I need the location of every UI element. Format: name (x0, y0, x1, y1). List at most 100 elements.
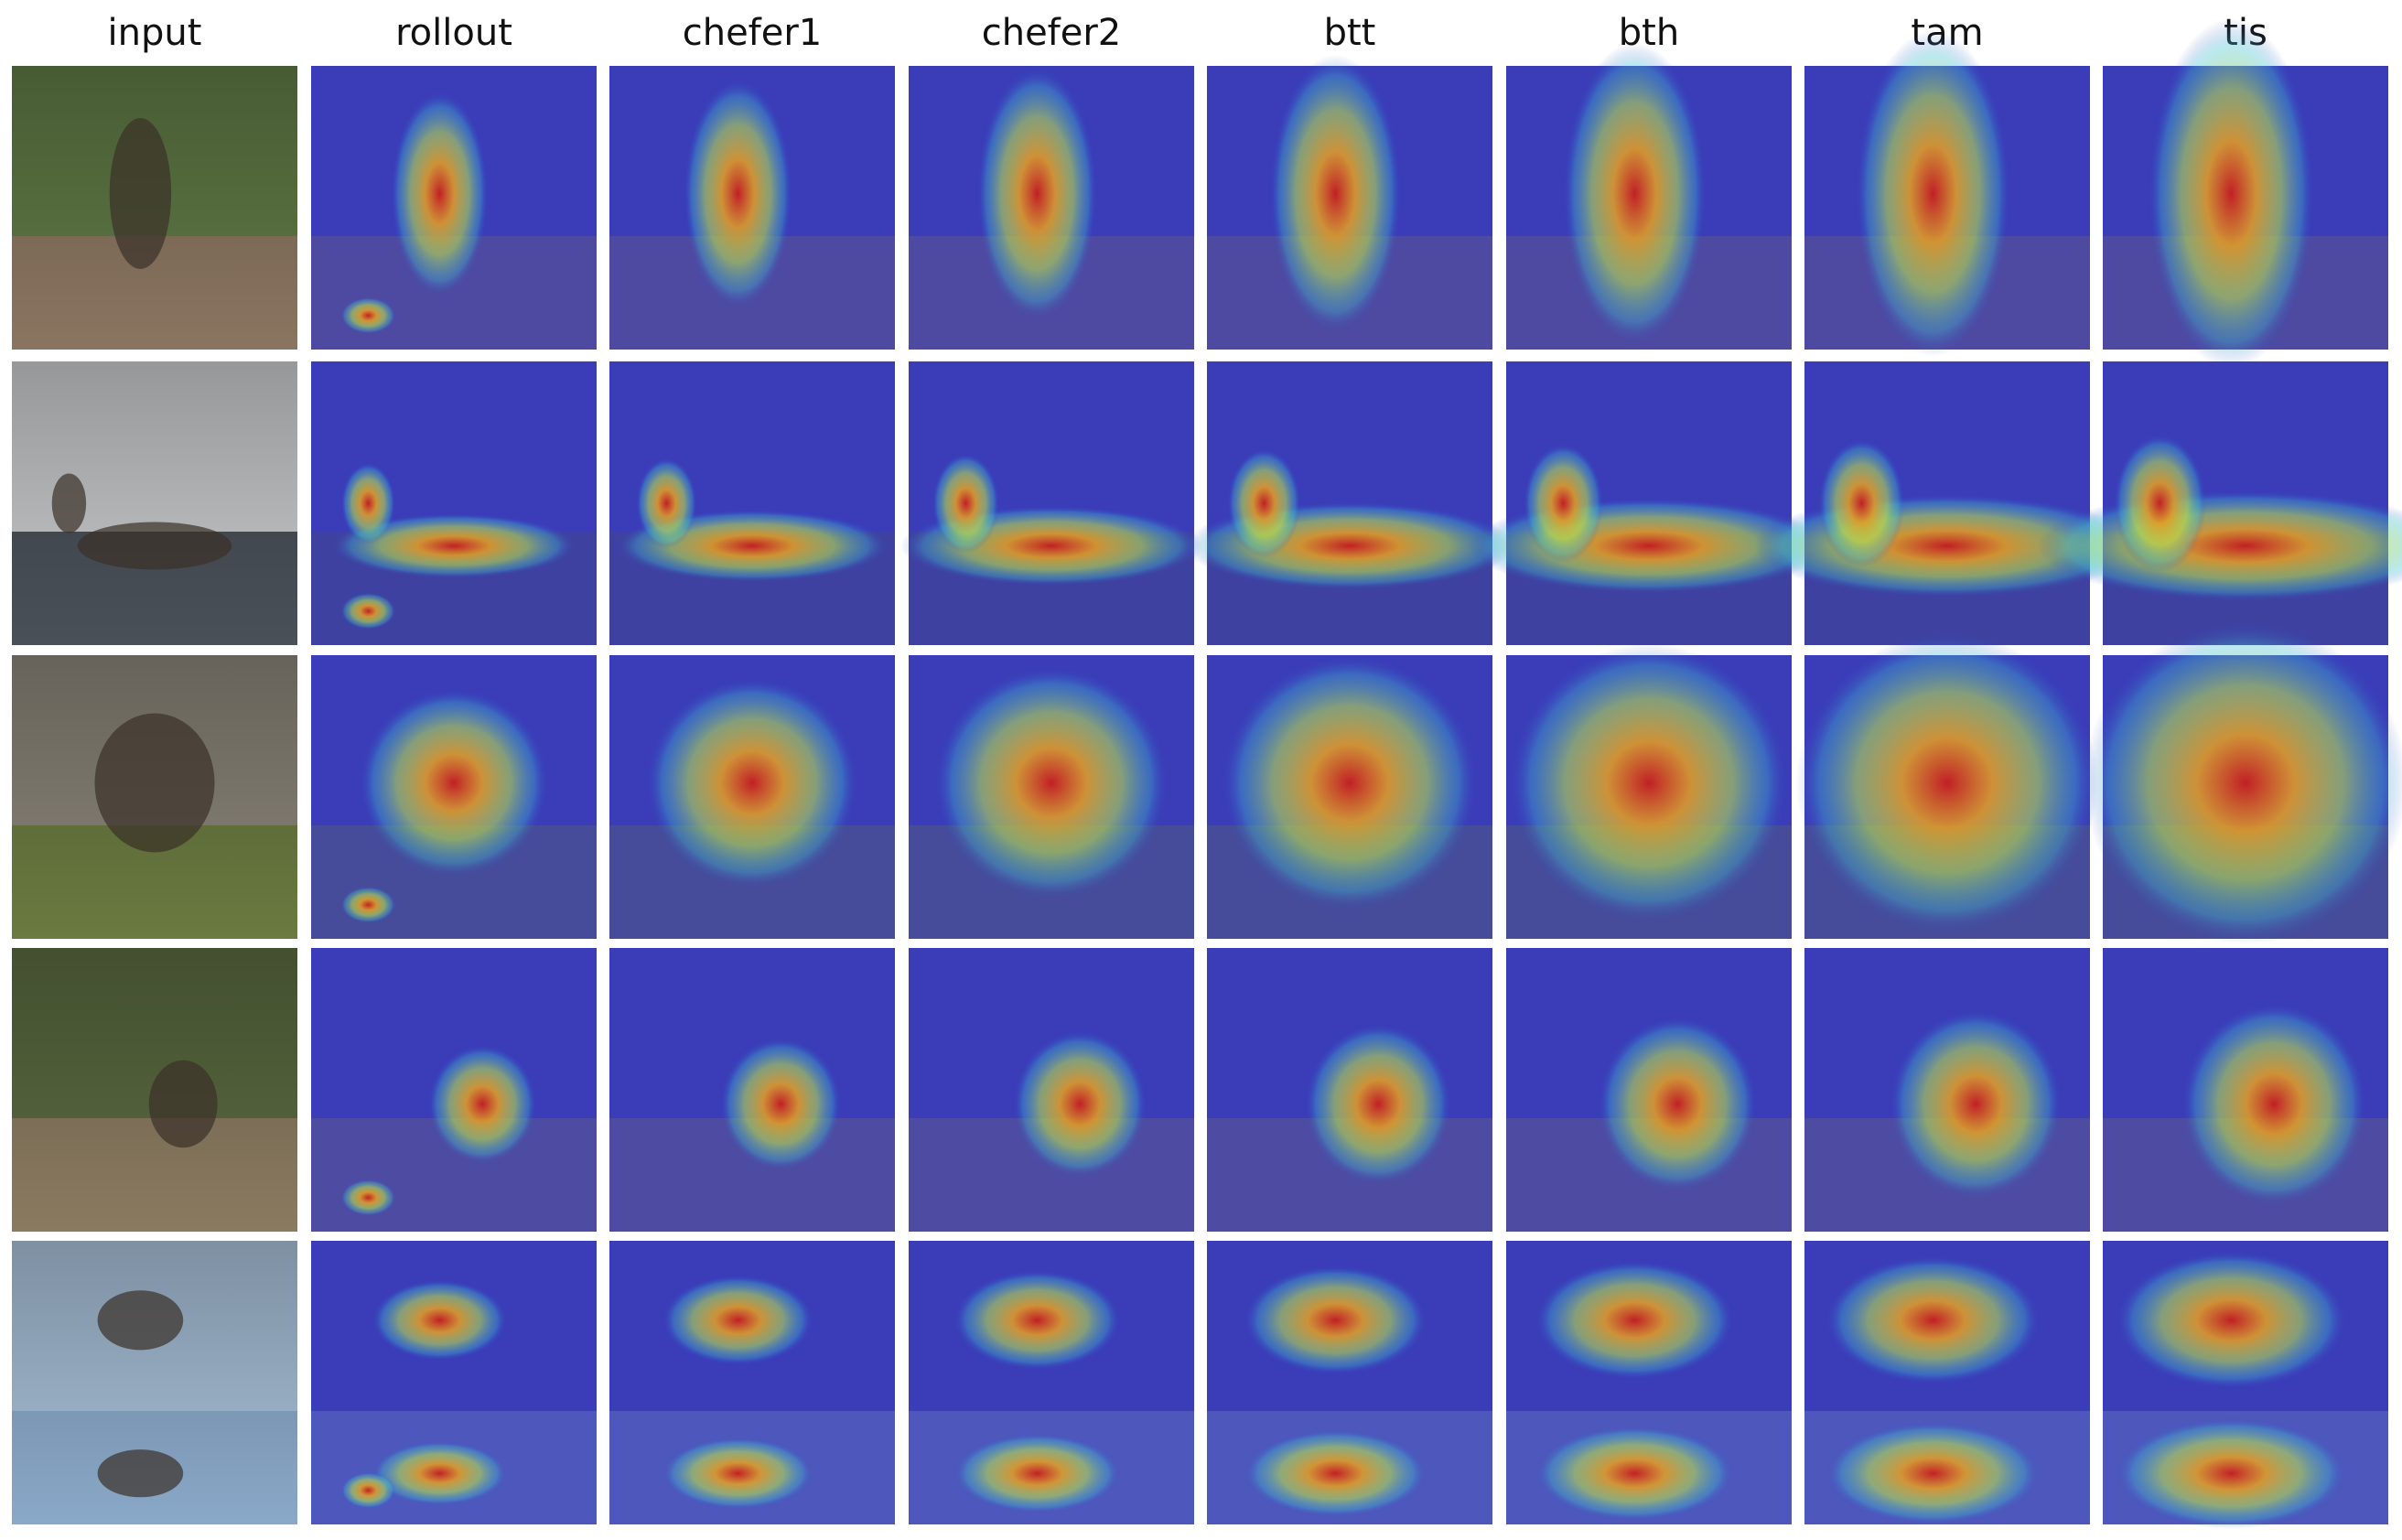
column-header: rollout (395, 12, 512, 54)
image-cell (2037, 361, 2402, 645)
image-cell (311, 66, 597, 350)
heat-blob (1269, 54, 1402, 333)
heat-blob (1509, 643, 1789, 922)
heat-blob (372, 1440, 508, 1506)
image-cell (1804, 30, 2090, 357)
heat-blob (645, 677, 859, 888)
heat-blob (340, 592, 396, 630)
heat-blob (932, 453, 1000, 554)
heat-blob (2115, 1251, 2348, 1390)
heat-blob (1304, 1023, 1452, 1185)
image-cell (1752, 361, 2142, 645)
image-cell (1506, 42, 1792, 350)
heat-blob (340, 886, 396, 923)
image-cell (1506, 1241, 1792, 1524)
subject (97, 1290, 184, 1351)
heat-blob (1227, 448, 1301, 558)
subject (97, 1449, 184, 1498)
image-cell (311, 948, 597, 1232)
heat-blob (1243, 1429, 1427, 1518)
image-cell (909, 1241, 1194, 1524)
image-cell (311, 1241, 597, 1524)
column-header: chefer2 (982, 12, 1122, 54)
image-cell (12, 655, 297, 939)
heat-blob (953, 1433, 1122, 1513)
heat-blob (1818, 438, 1905, 568)
heat-blob (390, 91, 489, 296)
image-cell (609, 66, 895, 350)
column-header: btt (1324, 12, 1376, 54)
heat-blob (1795, 632, 2099, 933)
image-cell (12, 66, 297, 350)
image-cell (311, 655, 597, 939)
heat-blob (340, 1471, 396, 1509)
subject (94, 713, 215, 853)
heat-blob (976, 66, 1098, 321)
heat-blob (953, 1270, 1122, 1371)
image-cell (609, 655, 895, 939)
heat-blob (1825, 1421, 2041, 1525)
image-cell (1506, 643, 1792, 939)
heat-blob (1221, 654, 1479, 911)
image-cell (909, 948, 1194, 1232)
image-cell (609, 361, 895, 645)
heat-blob (1889, 1009, 2063, 1199)
image-cell (609, 1241, 895, 1524)
heat-blob (683, 79, 793, 308)
column-header: chefer1 (683, 12, 823, 54)
subject (51, 473, 87, 533)
image-cell (1184, 361, 1515, 645)
image-cell (1506, 948, 1792, 1232)
heat-blob (719, 1037, 842, 1171)
heat-blob (2181, 1002, 2367, 1206)
heat-blob (1012, 1030, 1147, 1178)
image-cell (2083, 621, 2402, 944)
image-cell (311, 361, 597, 645)
image-cell (899, 361, 1203, 645)
column-header: input (108, 12, 202, 54)
heat-blob (1562, 42, 1707, 345)
image-cell (1469, 361, 1829, 645)
heat-blob (340, 1179, 396, 1216)
image-cell (1804, 948, 2090, 1232)
heat-blob (427, 1044, 537, 1164)
image-cell (2103, 18, 2388, 369)
heat-blob (1597, 1017, 1758, 1191)
heat-blob (636, 458, 697, 549)
heat-blob (372, 1279, 508, 1362)
heat-blob (2148, 18, 2315, 369)
heat-blob (1825, 1255, 2041, 1385)
subject (77, 522, 232, 570)
image-cell (12, 361, 297, 645)
heat-blob (1523, 443, 1604, 564)
subject (109, 118, 172, 269)
image-cell (12, 1241, 297, 1524)
heat-blob (1243, 1265, 1427, 1375)
heat-blob (933, 665, 1169, 900)
image-cell (1207, 54, 1492, 350)
heat-blob (340, 296, 396, 334)
image-cell (1207, 948, 1492, 1232)
heat-blob (662, 1437, 814, 1510)
image-cell (1207, 1241, 1492, 1524)
image-cell (2103, 1241, 2388, 1529)
heat-blob (662, 1275, 814, 1366)
heat-blob (2083, 621, 2402, 944)
heat-blob (2113, 434, 2207, 573)
image-cell (2103, 948, 2388, 1232)
heat-blob (1535, 1260, 1735, 1380)
heat-blob (1855, 30, 2011, 357)
heat-blob (2037, 490, 2402, 601)
image-cell (909, 66, 1194, 350)
heat-blob (1535, 1426, 1735, 1522)
image-cell (12, 948, 297, 1232)
image-cell (1804, 1241, 2090, 1525)
image-cell (909, 655, 1194, 939)
image-cell (1795, 632, 2099, 939)
heat-blob (359, 688, 549, 878)
heat-blob (2115, 1417, 2348, 1529)
heat-blob (331, 513, 576, 578)
image-cell (1207, 654, 1492, 939)
